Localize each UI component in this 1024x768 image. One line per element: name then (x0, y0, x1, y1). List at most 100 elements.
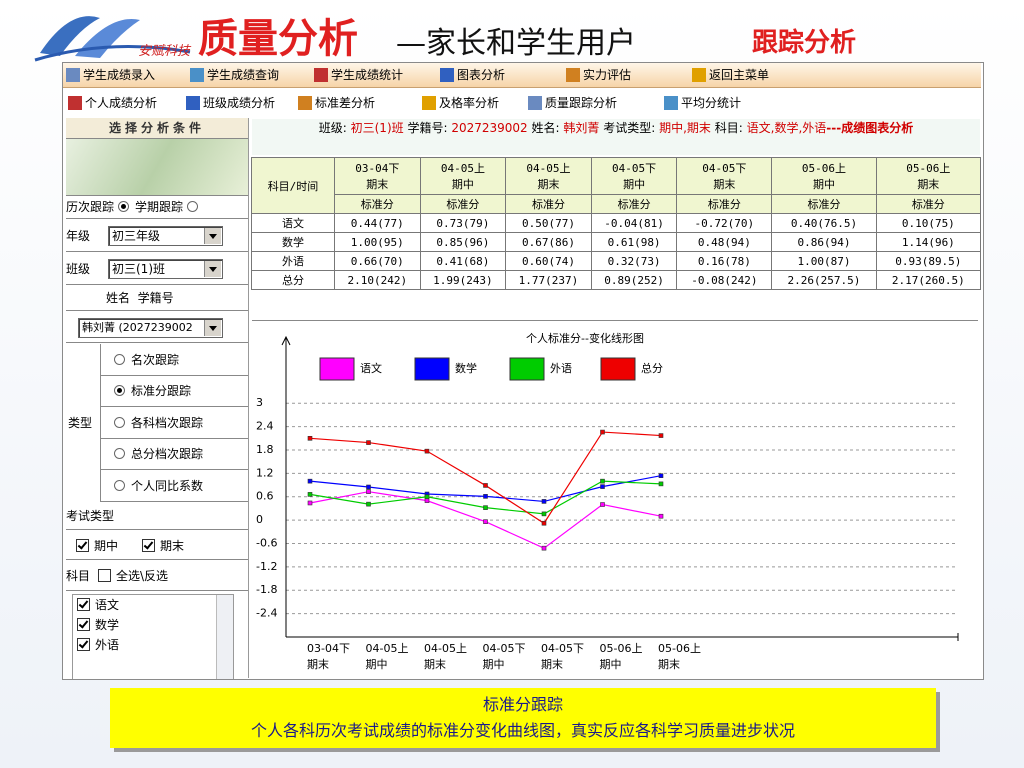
table-row: 数学 1.00(95) 0.85(96) 0.67(86) 0.61(98) 0.48(9… (251, 232, 982, 252)
type-divider (100, 344, 101, 502)
submenu-item[interactable]: 平均分统计 (664, 91, 741, 115)
grade-select[interactable]: 初三年级 (108, 226, 223, 246)
table-cell: 0.41(68) (419, 251, 507, 271)
y-tick-label: -1.2 (256, 560, 277, 573)
x-tick-label: 04-05上 (424, 642, 467, 655)
data-point (658, 481, 664, 487)
data-point (658, 513, 664, 519)
exam-option: 期中 (94, 539, 119, 553)
chart-panel: 个人标准分--变化线形图 3 2.4 1.8 1.2 0.6 0 -0.6 -1.2 -1.8 -… (252, 320, 978, 679)
type-option[interactable]: 标准分跟踪 (100, 376, 248, 408)
y-tick-label: 0 (256, 513, 263, 526)
option-label: 个人同比系数 (131, 478, 204, 493)
checkbox[interactable] (98, 569, 112, 582)
logo-swoosh (34, 45, 191, 62)
submenu-item[interactable]: 个人成绩分析 (68, 91, 157, 115)
subject-option[interactable]: 语文 (73, 595, 233, 615)
type-option[interactable]: 名次跟踪 (100, 345, 248, 376)
table-cell: 1.14(96) (875, 232, 982, 252)
data-point (483, 519, 488, 524)
menu-icon (190, 68, 204, 82)
data-point (366, 440, 371, 445)
label: 科目 (66, 569, 91, 583)
table-cell: 0.93(89.5) (875, 251, 982, 271)
sidebar (66, 118, 249, 678)
student-select[interactable]: 韩刘菁 (2027239002 (78, 318, 223, 338)
legend-label: 总分 (641, 361, 663, 375)
sidebar-banner (66, 139, 248, 196)
data-point (600, 478, 605, 484)
data-point (424, 494, 430, 500)
subheader-cell: 标准分 (676, 194, 773, 214)
y-tick-label: -0.6 (256, 536, 277, 549)
x-tick-label: 04-05下 (483, 642, 526, 655)
y-tick-label: -2.4 (256, 607, 277, 620)
y-tick-label: 1.8 (256, 443, 274, 456)
option-label: 总分档次跟踪 (131, 447, 204, 462)
table-cell: 0.32(73) (590, 251, 678, 271)
table-cell: 0.67(86) (505, 232, 592, 252)
subject-option[interactable]: 数学 (73, 615, 233, 635)
data-point (541, 520, 547, 526)
table-cell: 0.89(252) (590, 270, 678, 290)
subject-row: 科目 全选\反选 (66, 562, 248, 591)
subject-name: 外语 (95, 638, 120, 652)
data-point (307, 435, 313, 441)
radio[interactable] (187, 201, 199, 212)
exam-option: 期末 (160, 539, 185, 553)
exam: 期中 (623, 178, 646, 191)
value: 2027239002 (451, 121, 528, 135)
subheader-cell: 标准分 (334, 194, 421, 214)
submenu-icon (68, 96, 82, 110)
x-tick-label: 05-06上 (658, 642, 701, 655)
radio[interactable] (118, 201, 130, 212)
logo-mark (34, 16, 191, 62)
menu-icon (314, 68, 328, 82)
score-table: 科目/时间 03-04下 期末 04-05上 期中 04-05上 期末 04-05下 期中 04-… (251, 157, 982, 290)
menu-item[interactable]: 学生成绩统计 (314, 63, 403, 87)
submenu-label: 班级成绩分析 (203, 96, 276, 110)
menu-icon (440, 68, 454, 82)
type-label: 类型 (68, 416, 93, 430)
table-row: 总分 2.10(242) 1.99(243) 1.77(237) 0.89(252) -0… (251, 270, 982, 290)
submenu-item[interactable]: 及格率分析 (422, 91, 499, 115)
class-select[interactable]: 初三(1)班 (108, 259, 223, 279)
submenu-icon (298, 96, 312, 110)
logo-swoosh (40, 16, 100, 56)
x-tick-label: 期末 (658, 657, 680, 671)
checkbox[interactable] (76, 539, 89, 552)
menu-item[interactable]: 图表分析 (440, 63, 505, 87)
x-tick-label: 期末 (541, 657, 563, 671)
submenu-item[interactable]: 标准差分析 (298, 91, 375, 115)
x-tick-label: 04-05上 (366, 642, 409, 655)
y-tick-label: 0.6 (256, 490, 274, 503)
checkbox (77, 638, 90, 651)
legend-label: 数学 (455, 361, 477, 375)
menu-item[interactable]: 返回主菜单 (692, 63, 769, 87)
label: 历次跟踪 (66, 200, 115, 214)
option-label: 名次跟踪 (131, 353, 180, 367)
data-point (307, 478, 313, 484)
data-point (600, 502, 605, 507)
type-option[interactable]: 各科档次跟踪 (100, 408, 248, 439)
subject-option[interactable]: 外语 (73, 635, 233, 655)
subheader-cell: 标准分 (875, 194, 982, 214)
menu-item[interactable]: 学生成绩查询 (190, 63, 279, 87)
type-option[interactable]: 总分档次跟踪 (100, 439, 248, 471)
menu-item[interactable]: 实力评估 (566, 63, 631, 87)
menu-item[interactable]: 学生成绩录入 (66, 63, 155, 87)
checkbox (77, 618, 90, 631)
value: 初三(1)班 (112, 262, 165, 276)
data-point (366, 489, 371, 494)
label: 班级 (66, 262, 91, 276)
exam: 期末 (366, 178, 389, 191)
period: 04-05上 (440, 162, 485, 175)
table-cell: 2.10(242) (334, 270, 421, 290)
type-option[interactable]: 个人同比系数 (100, 471, 248, 502)
submenu-item[interactable]: 班级成绩分析 (186, 91, 275, 115)
checkbox[interactable] (142, 539, 156, 552)
radio (114, 416, 125, 428)
submenu-item[interactable]: 质量跟踪分析 (528, 91, 617, 115)
caption-box: 标准分跟踪 个人各科历次考试成绩的标准分变化曲线图，真实反应各科学习质量进步状况 (110, 688, 936, 748)
label: 学籍号: (407, 121, 448, 135)
